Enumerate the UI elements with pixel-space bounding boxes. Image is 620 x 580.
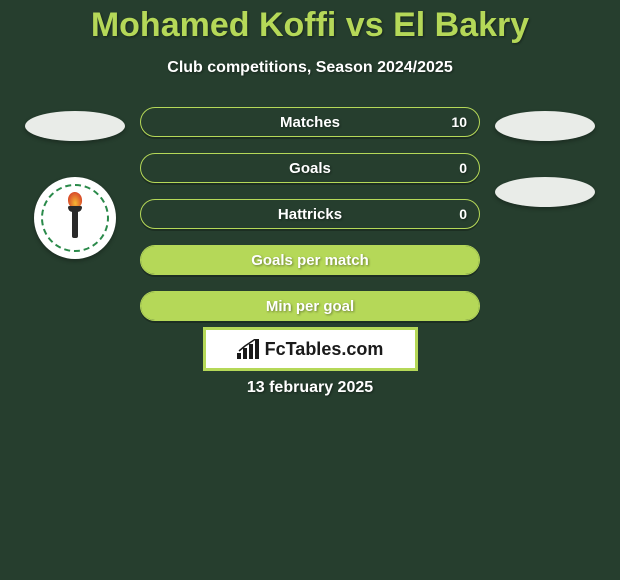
- stat-label: Goals per match: [251, 252, 369, 269]
- main-row: Matches 10 Goals 0 Hattricks 0 Goals per match…: [0, 107, 620, 321]
- comparison-card: Mohamed Koffi vs El Bakry Club competiti…: [0, 0, 620, 397]
- stat-right-value: 10: [451, 114, 467, 130]
- brand-box[interactable]: FcTables.com: [203, 327, 418, 371]
- stat-label: Goals: [289, 160, 331, 177]
- stat-bar: Hattricks 0: [140, 199, 480, 229]
- stat-label: Matches: [280, 114, 340, 131]
- player-avatar-left: [25, 111, 125, 141]
- brand-text: FcTables.com: [265, 339, 384, 360]
- stat-label: Min per goal: [266, 298, 354, 315]
- left-column: [15, 107, 135, 321]
- player-avatar-right: [495, 111, 595, 141]
- page-title: Mohamed Koffi vs El Bakry: [91, 6, 529, 45]
- stat-bar: Matches 10: [140, 107, 480, 137]
- stat-label: Hattricks: [278, 206, 342, 223]
- right-column: [485, 107, 605, 321]
- stat-bar: Goals per match: [140, 245, 480, 275]
- club-badge-left: [34, 177, 116, 259]
- stat-right-value: 0: [459, 160, 467, 176]
- bars-icon: [237, 339, 259, 359]
- club-badge-inner: [41, 184, 109, 252]
- club-badge-right-placeholder: [495, 177, 595, 207]
- stat-right-value: 0: [459, 206, 467, 222]
- page-subtitle: Club competitions, Season 2024/2025: [167, 59, 452, 77]
- stat-bar: Min per goal: [140, 291, 480, 321]
- torch-icon: [65, 196, 85, 240]
- date-text: 13 february 2025: [247, 379, 373, 397]
- stats-column: Matches 10 Goals 0 Hattricks 0 Goals per match…: [135, 107, 485, 321]
- stat-bar: Goals 0: [140, 153, 480, 183]
